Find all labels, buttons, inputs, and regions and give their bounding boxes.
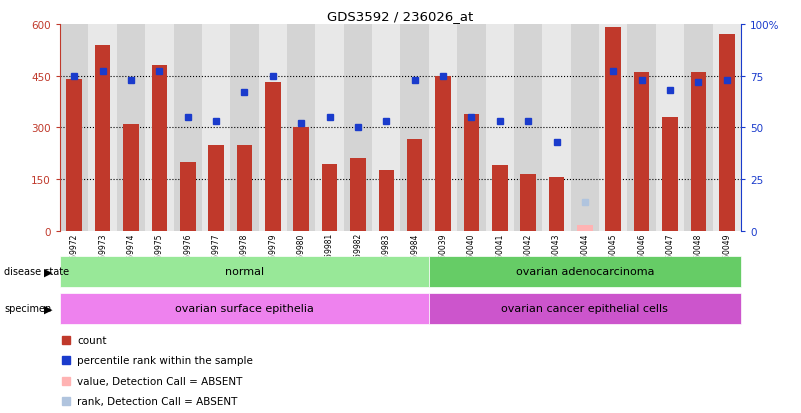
Bar	[231, 25, 259, 231]
Bar	[202, 25, 231, 231]
Bar	[174, 25, 202, 231]
Bar	[464, 114, 479, 231]
Text: value, Detection Call = ABSENT: value, Detection Call = ABSENT	[77, 376, 243, 386]
Bar	[634, 73, 650, 231]
Bar	[322, 164, 337, 231]
Bar	[265, 83, 280, 231]
Bar	[521, 174, 536, 231]
Bar	[662, 118, 678, 231]
Bar	[429, 293, 741, 324]
Bar	[492, 166, 508, 231]
Bar	[66, 80, 82, 231]
Bar	[293, 128, 309, 231]
Text: percentile rank within the sample: percentile rank within the sample	[77, 355, 253, 365]
Bar	[95, 45, 111, 231]
Bar	[542, 25, 570, 231]
Bar	[60, 293, 429, 324]
Bar	[627, 25, 656, 231]
Bar	[719, 35, 735, 231]
Bar	[88, 25, 117, 231]
Bar	[60, 256, 429, 287]
Bar	[514, 25, 542, 231]
Text: count: count	[77, 335, 107, 345]
Bar	[457, 25, 485, 231]
Bar	[372, 25, 400, 231]
Bar	[180, 162, 195, 231]
Bar	[287, 25, 316, 231]
Bar	[123, 125, 139, 231]
Bar	[549, 178, 565, 231]
Bar	[570, 25, 599, 231]
Bar	[151, 66, 167, 231]
Bar	[599, 25, 627, 231]
Bar	[429, 25, 457, 231]
Bar	[656, 25, 684, 231]
Bar	[350, 159, 366, 231]
Text: normal: normal	[225, 266, 264, 277]
Text: disease state: disease state	[4, 266, 69, 277]
Bar	[259, 25, 287, 231]
Bar	[117, 25, 145, 231]
Text: ovarian cancer epithelial cells: ovarian cancer epithelial cells	[501, 304, 668, 314]
Bar	[400, 25, 429, 231]
Bar	[713, 25, 741, 231]
Bar	[60, 25, 88, 231]
Text: specimen: specimen	[4, 304, 51, 314]
Bar	[577, 225, 593, 231]
Text: rank, Detection Call = ABSENT: rank, Detection Call = ABSENT	[77, 396, 237, 406]
Bar	[485, 25, 514, 231]
Bar	[236, 145, 252, 231]
Bar	[684, 25, 713, 231]
Bar	[208, 145, 224, 231]
Bar	[379, 171, 394, 231]
Bar	[145, 25, 174, 231]
Bar	[316, 25, 344, 231]
Text: ▶: ▶	[43, 304, 52, 314]
Text: GDS3592 / 236026_at: GDS3592 / 236026_at	[328, 10, 473, 23]
Text: ▶: ▶	[43, 266, 52, 277]
Bar	[606, 28, 621, 231]
Bar	[429, 256, 741, 287]
Bar	[435, 76, 451, 231]
Text: ovarian adenocarcinoma: ovarian adenocarcinoma	[516, 266, 654, 277]
Bar	[407, 140, 422, 231]
Bar	[344, 25, 372, 231]
Text: ovarian surface epithelia: ovarian surface epithelia	[175, 304, 314, 314]
Bar	[690, 73, 706, 231]
